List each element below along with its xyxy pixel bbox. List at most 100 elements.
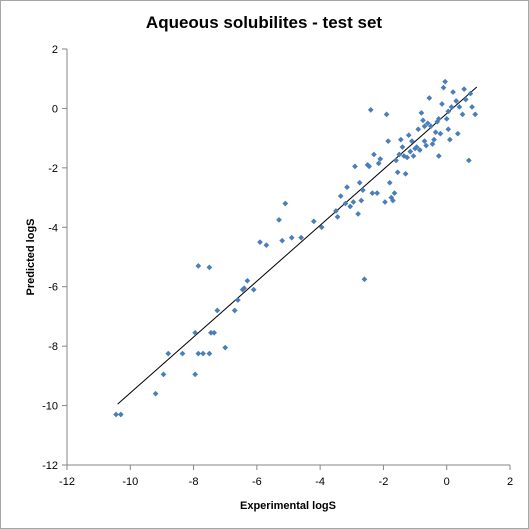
data-point (399, 144, 406, 151)
data-point (421, 138, 428, 145)
data-point (337, 193, 344, 200)
data-point (421, 123, 428, 130)
data-point (165, 350, 172, 357)
y-tick-label: -10 (42, 401, 58, 413)
data-point (342, 200, 349, 207)
data-point (250, 286, 257, 293)
x-tick-label: -12 (59, 476, 75, 488)
data-point (472, 111, 479, 118)
data-point (394, 169, 401, 176)
data-point (454, 130, 461, 137)
data-point (437, 130, 444, 137)
data-point (333, 207, 339, 214)
data-point (450, 89, 456, 96)
x-tick-label: -8 (189, 476, 199, 488)
data-point (282, 200, 289, 207)
data-point (160, 371, 167, 378)
data-point (347, 203, 354, 210)
data-point (200, 350, 207, 357)
y-tick-label: -12 (42, 460, 58, 472)
data-point (214, 307, 221, 314)
data-point (423, 142, 430, 149)
data-point (383, 111, 390, 118)
data-point (462, 96, 469, 103)
data-point (234, 297, 241, 304)
trendline (117, 86, 478, 405)
y-tick-label: -4 (48, 222, 58, 234)
x-tick-label: -2 (379, 476, 389, 488)
data-point (152, 390, 159, 397)
data-point (429, 141, 436, 148)
data-point (439, 101, 445, 107)
data-point (391, 190, 398, 197)
data-point (385, 138, 392, 145)
data-point (445, 108, 452, 115)
data-point (244, 277, 251, 284)
data-point (393, 157, 400, 164)
data-point (443, 115, 450, 122)
data-point (117, 411, 124, 418)
data-point (318, 224, 325, 231)
data-point (415, 126, 422, 133)
data-point (206, 264, 213, 271)
data-point (361, 276, 368, 283)
data-point (465, 157, 472, 164)
data-point (366, 163, 373, 170)
y-tick-label: 0 (52, 103, 58, 115)
data-point (241, 285, 248, 292)
y-tick-label: -8 (48, 341, 58, 353)
data-point (459, 111, 466, 118)
data-point (231, 307, 238, 314)
data-point (195, 350, 202, 357)
y-tick-label: -2 (48, 163, 58, 175)
y-axis-label: Predicted logS (25, 218, 37, 295)
data-point (402, 170, 409, 177)
data-point (192, 371, 199, 378)
data-point (263, 242, 270, 249)
data-point (369, 190, 376, 197)
data-point (408, 138, 415, 145)
x-tick-label: -6 (252, 476, 262, 488)
x-axis-label: Experimental logS (240, 500, 336, 512)
data-point (432, 129, 439, 136)
data-point (344, 184, 350, 191)
x-tick-label: -4 (315, 476, 325, 488)
data-point (351, 163, 358, 170)
data-point (375, 160, 382, 167)
data-point (334, 213, 341, 220)
data-point (469, 103, 475, 110)
data-point (113, 411, 119, 418)
data-point (416, 147, 423, 153)
axes: -12 -10 -8 -6 -4 -2 0 2 -12 -10 -8 -6 -4 -2 0 2 (42, 44, 513, 488)
x-tick-label: 0 (444, 476, 450, 488)
data-point (404, 154, 411, 161)
data-point (456, 103, 463, 110)
data-point (435, 153, 442, 159)
data-point (179, 350, 186, 357)
data-point (358, 197, 365, 204)
data-point (279, 237, 286, 244)
data-point (356, 179, 363, 186)
data-point (418, 109, 425, 116)
data-point (276, 216, 282, 223)
y-tick-label: 2 (52, 44, 58, 56)
data-point (448, 103, 455, 110)
data-point (440, 84, 447, 91)
data-point (426, 95, 433, 101)
data-point (359, 187, 366, 194)
data-point (427, 123, 434, 130)
data-point (461, 86, 468, 93)
data-point (355, 210, 362, 217)
data-point (435, 115, 442, 122)
data-point (407, 148, 414, 155)
data-point (310, 218, 317, 225)
data-point (453, 98, 460, 104)
data-point (288, 234, 295, 241)
data-point (377, 155, 384, 162)
data-point (389, 197, 396, 204)
data-point (442, 78, 449, 85)
x-tick-label: 2 (507, 476, 513, 488)
data-point (222, 344, 229, 351)
